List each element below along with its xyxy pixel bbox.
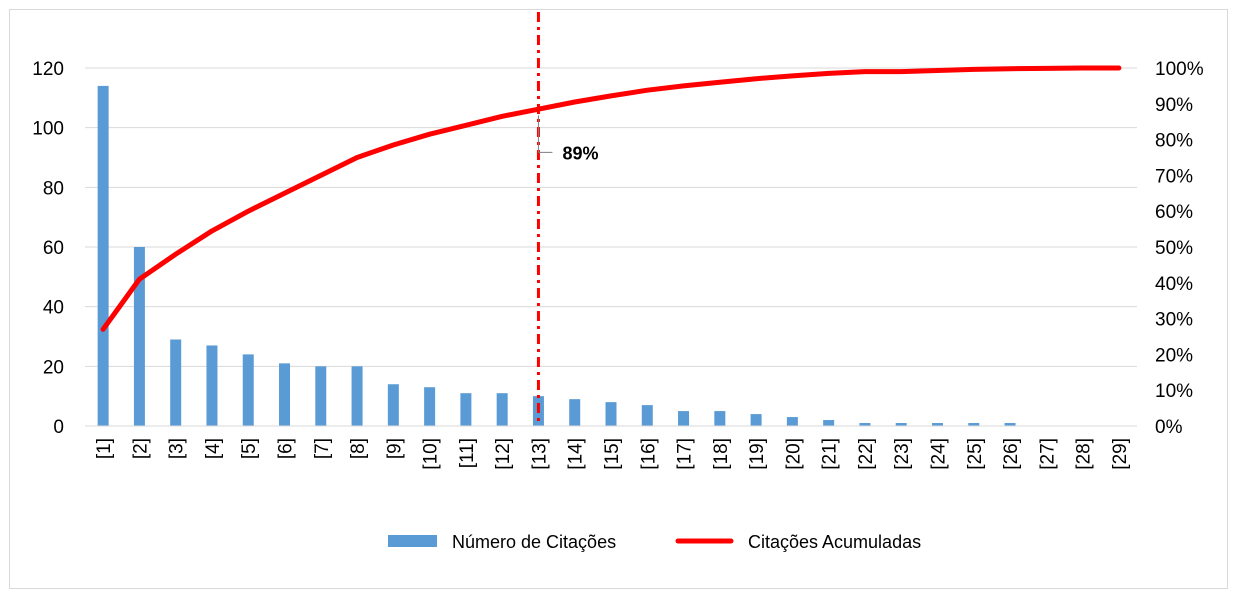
bar <box>569 399 581 426</box>
right-tick-label: 40% <box>1155 274 1193 295</box>
bar <box>97 85 109 427</box>
bar <box>641 405 653 426</box>
right-tick-label: 100% <box>1155 59 1204 80</box>
bar <box>496 393 508 426</box>
x-tick-label: [13] <box>529 438 550 470</box>
bar <box>206 345 218 426</box>
left-tick-label: 100 <box>32 119 64 140</box>
right-tick-label: 30% <box>1155 310 1193 331</box>
x-tick-label: [18] <box>711 438 732 470</box>
left-axis-ticks: 0 20 40 60 80 100 120 <box>32 59 64 438</box>
annotation: 89% <box>537 115 598 163</box>
legend-label-bars: Número de Citações <box>452 532 616 552</box>
x-tick-label: [26] <box>1001 438 1022 470</box>
x-tick-label: [22] <box>856 438 877 470</box>
bar <box>859 423 871 426</box>
x-tick-label: [7] <box>312 438 333 459</box>
bar <box>750 414 762 426</box>
x-tick-label: [10] <box>421 438 442 470</box>
x-tick-label: [3] <box>167 438 188 459</box>
x-tick-label: [11] <box>457 438 478 468</box>
bar <box>714 411 726 426</box>
left-tick-label: 0 <box>53 417 64 438</box>
right-tick-label: 10% <box>1155 381 1193 402</box>
bar <box>678 411 690 426</box>
right-tick-label: 0% <box>1155 417 1183 438</box>
x-tick-label: [24] <box>928 438 949 470</box>
x-tick-label: [1] <box>94 438 115 459</box>
right-tick-label: 50% <box>1155 238 1193 259</box>
x-tick-label: [21] <box>820 438 841 470</box>
x-tick-label: [16] <box>638 438 659 470</box>
bar-series <box>97 85 1016 427</box>
x-tick-label: [4] <box>203 438 224 459</box>
bar <box>387 384 399 426</box>
left-tick-label: 120 <box>32 59 64 80</box>
bar <box>133 247 145 426</box>
x-tick-label: [20] <box>783 438 804 470</box>
left-tick-label: 40 <box>43 298 64 319</box>
x-tick-label: [15] <box>602 438 623 470</box>
x-tick-label: [12] <box>493 438 514 470</box>
chart-frame <box>9 9 1228 589</box>
x-tick-label: [19] <box>747 438 768 470</box>
bar <box>605 402 617 426</box>
bar <box>279 363 291 426</box>
x-tick-label: [6] <box>276 438 297 459</box>
legend: Número de Citações Citações Acumuladas <box>388 532 921 552</box>
annotation-label: 89% <box>562 143 598 163</box>
x-tick-label: [14] <box>566 438 587 470</box>
bar <box>823 420 835 426</box>
cumulative-line <box>100 65 1122 332</box>
x-tick-label: [5] <box>239 438 260 459</box>
x-tick-label: [25] <box>965 438 986 470</box>
bar <box>968 423 980 426</box>
bar <box>786 417 798 426</box>
right-tick-label: 70% <box>1155 166 1193 187</box>
left-tick-label: 60 <box>43 238 64 259</box>
bar <box>460 393 472 426</box>
right-tick-label: 20% <box>1155 345 1193 366</box>
x-tick-label: [27] <box>1037 438 1058 470</box>
right-axis-ticks: 0% 10% 20% 30% 40% 50% 60% 70% 80% 90% 100% <box>1155 59 1204 438</box>
gridlines <box>85 67 1137 367</box>
annotation-leader-line <box>537 115 553 153</box>
x-tick-label: [8] <box>348 438 369 459</box>
left-tick-label: 80 <box>43 178 64 199</box>
bar <box>170 339 182 426</box>
legend-label-line: Citações Acumuladas <box>748 532 921 552</box>
bar <box>242 354 254 426</box>
left-tick-label: 20 <box>43 357 64 378</box>
bar <box>1004 423 1016 426</box>
bar <box>315 366 327 426</box>
legend-swatch-bars <box>388 535 437 547</box>
bar <box>424 387 436 426</box>
right-tick-label: 90% <box>1155 95 1193 116</box>
x-tick-label: [23] <box>892 438 913 470</box>
x-tick-label: [29] <box>1110 438 1131 470</box>
x-tick-label: [28] <box>1074 438 1095 470</box>
bar <box>931 423 943 426</box>
right-tick-label: 60% <box>1155 202 1193 223</box>
x-axis-ticks: [1] [2] [3] [4] [5] [6] [7] [8] [9] [10] [11] [12] [… <box>94 438 1131 470</box>
x-tick-label: [9] <box>384 438 405 459</box>
x-tick-label: [2] <box>130 438 151 459</box>
x-tick-label: [17] <box>675 438 696 470</box>
right-tick-label: 80% <box>1155 131 1193 152</box>
bar <box>351 366 363 426</box>
bar <box>895 423 907 426</box>
